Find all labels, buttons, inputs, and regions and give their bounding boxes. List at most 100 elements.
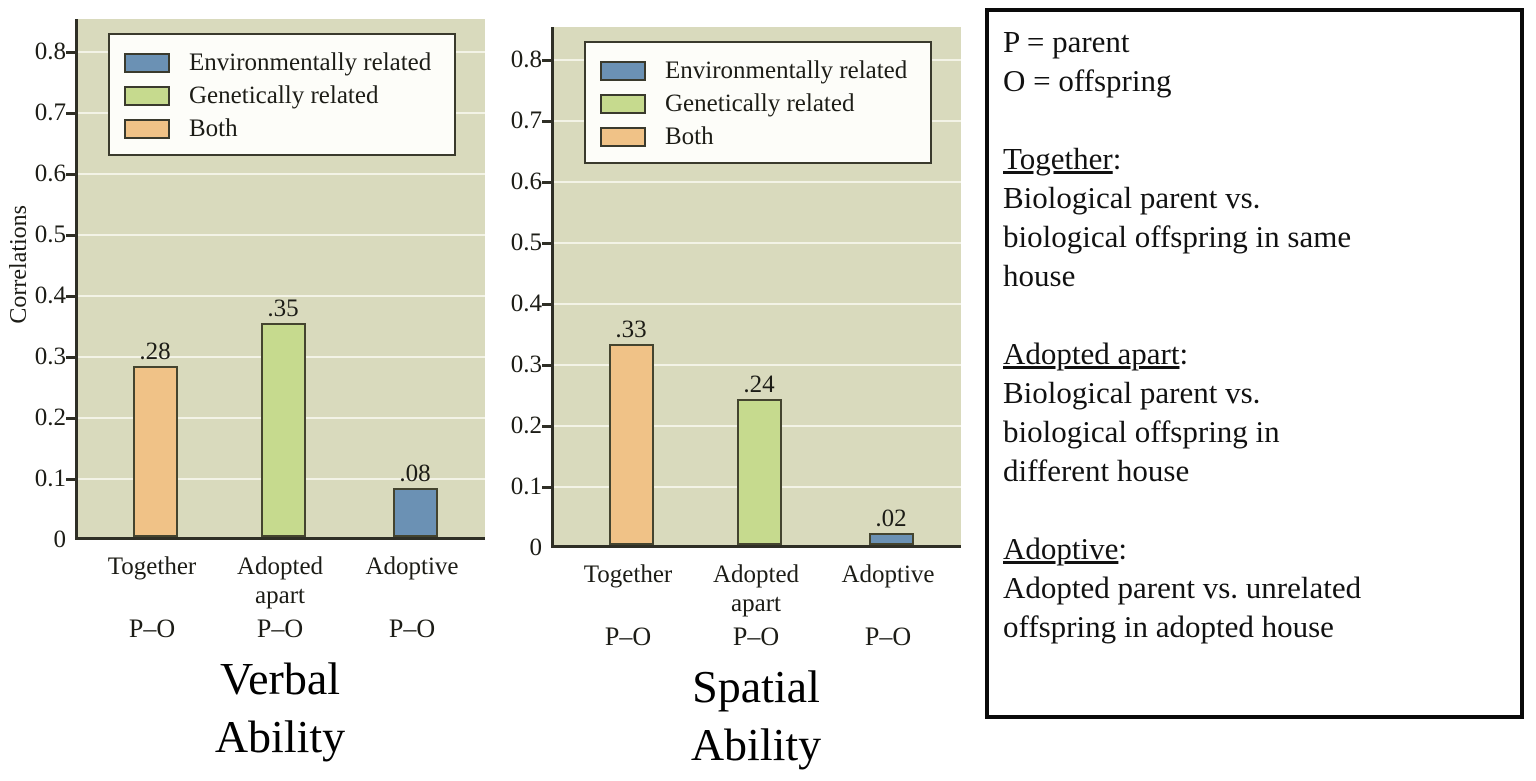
legend-color-swatch [600,126,646,147]
y-tick [542,181,554,184]
y-tick [542,486,554,489]
legend-color-swatch [124,52,170,73]
bar-adopted-apart [736,399,782,545]
legend-item: Environmentally related [124,46,442,79]
gridline [78,234,485,236]
y-tick-label: 0.6 [34,160,66,187]
x-category-label: Together [558,560,698,589]
gridline [554,181,961,183]
x-sublabel: P–O [864,622,912,651]
legend-item: Both [600,120,918,153]
panel-line-text: O = offspring [1003,63,1172,98]
panel-line-text: P = parent [1003,24,1130,59]
legend: Environmentally related Genetically relat… [584,41,932,164]
panel-line-text [1003,100,1506,139]
gridline [554,364,961,366]
legend-label: Both [189,114,238,142]
legend-label: Environmentally related [665,56,908,84]
y-tick [542,242,554,245]
x-category-line: Together [107,553,197,580]
y-tick [66,356,78,359]
legend-color-swatch [124,85,170,106]
y-tick [542,425,554,428]
legend-label: Genetically related [665,89,855,117]
y-tick-label: 0.8 [34,38,66,65]
definitions-panel: P = parent O = offspring Together: Biologi… [985,8,1524,719]
y-tick [66,417,78,420]
legend-item: Environmentally related [600,54,918,87]
panel-term: Adopted apart [1003,336,1180,371]
y-axis-title: Correlations [6,205,32,324]
bar-adoptive [392,488,438,537]
chart-title-line: Ability [214,711,346,762]
panel-line-text: biological offspring in same [1003,219,1352,254]
spatial-ability-chart: .33 .24 .02 Environmentally related Genetica… [476,8,976,781]
x-category-line: Adopted [712,561,800,588]
y-tick [66,478,78,481]
legend-color-swatch [600,60,646,81]
legend-item: Both [124,112,442,145]
chart-title: Spatial Ability [596,658,916,774]
plot-area: .28 .35 .08 Environmentally related Genetica… [66,19,485,540]
y-tick [542,59,554,62]
gridline [554,242,961,244]
panel-heading-line: Together: [1003,141,1122,176]
gridline [554,303,961,305]
bar-value-label: .24 [743,371,775,398]
x-sublabel: P–O [128,614,176,643]
bar-value-label: .35 [267,295,299,322]
chart-title-line: Spatial [692,661,820,712]
panel-term: Adoptive [1003,531,1119,566]
plot-area: .33 .24 .02 Environmentally related Genetica… [542,27,961,548]
panel-term: Together [1003,141,1113,176]
x-category-line: Adoptive [365,553,459,580]
y-tick-label: 0.6 [510,168,542,195]
y-tick-label: 0.1 [34,465,66,492]
bar-together [132,366,178,537]
y-tick-label: 0.2 [510,412,542,439]
y-tick-label: 0 [53,526,67,553]
panel-line-text: different house [1003,453,1190,488]
x-category-line: Adopted [236,553,324,580]
gridline [78,173,485,175]
y-tick-label: 0.7 [34,99,66,126]
y-tick [66,173,78,176]
y-tick [66,234,78,237]
y-tick-label: 0.5 [34,221,66,248]
bar-value-label: .28 [139,338,171,365]
legend-item: Genetically related [600,87,918,120]
x-category-line: Adoptive [841,561,935,588]
bar-value-label: .08 [399,460,431,487]
panel-line-text: house [1003,258,1076,293]
panel-line-text: biological offspring in [1003,414,1280,449]
y-tick-label: 0.4 [510,290,542,317]
panel-line-text: Biological parent vs. [1003,375,1261,410]
legend-label: Environmentally related [189,48,432,76]
bar-value-label: .33 [615,316,647,343]
y-tick-label: 0.4 [34,282,66,309]
x-category-label: Together [82,552,222,581]
x-category-label: Adopted apart [210,552,350,610]
x-sublabel: P–O [256,614,304,643]
y-tick-label: 0.8 [510,46,542,73]
chart-title-line: Verbal [219,653,341,704]
legend-color-swatch [124,118,170,139]
chart-title: Verbal Ability [120,650,440,766]
y-tick-label: 0.1 [510,473,542,500]
x-category-label: Adopted apart [686,560,826,618]
panel-line-text: Biological parent vs. [1003,180,1261,215]
panel-heading-line: Adopted apart: [1003,336,1189,371]
verbal-ability-chart: .28 .35 .08 Environmentally related Genetica… [0,0,500,781]
y-tick-label: 0.3 [510,351,542,378]
x-category-line: Together [583,561,673,588]
bar-together [608,344,654,545]
legend-label: Genetically related [189,81,379,109]
x-category-label: Adoptive [818,560,958,589]
x-category-line: apart [731,590,781,617]
panel-line-text: offspring in adopted house [1003,609,1334,644]
bar-value-label: .02 [875,505,907,532]
y-tick [66,295,78,298]
x-sublabel: P–O [604,622,652,651]
y-tick [542,364,554,367]
